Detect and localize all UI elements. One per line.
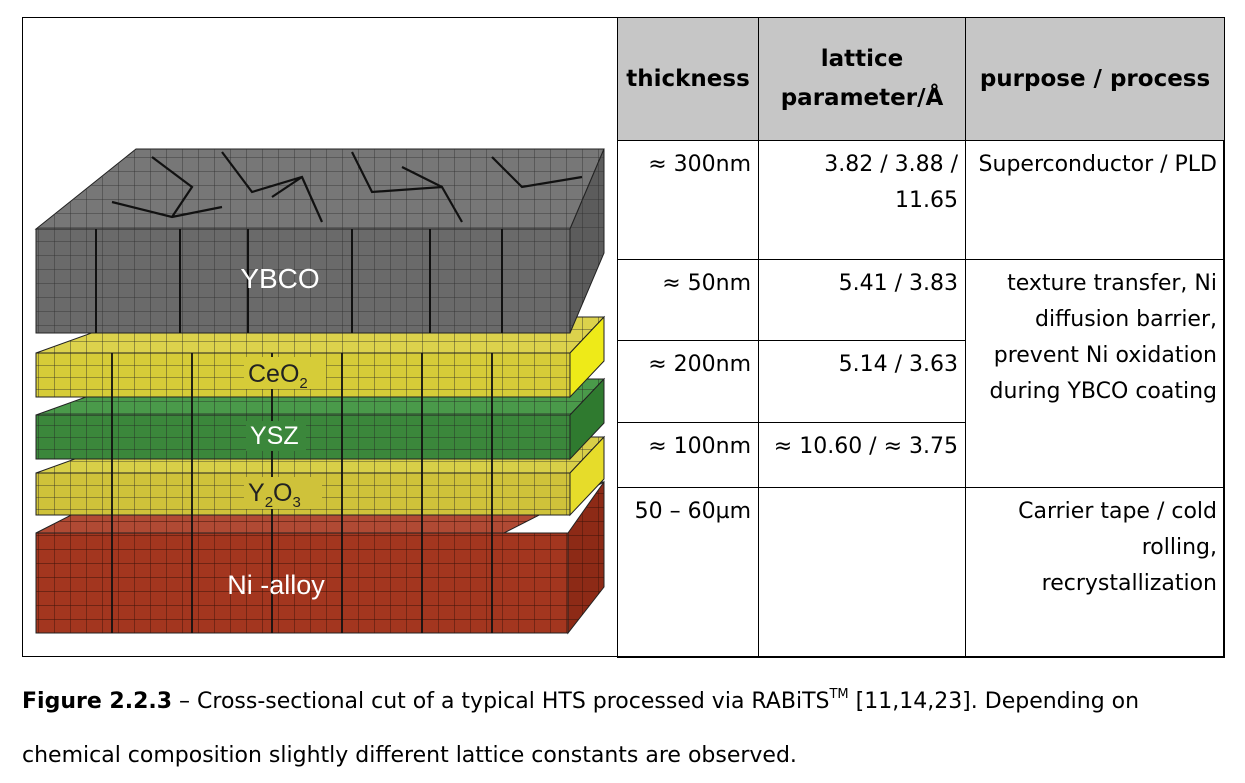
- table-header-row: thickness lattice parameter/Å purpose / …: [617, 17, 1225, 141]
- caption-label: Figure 2.2.3: [22, 689, 173, 714]
- cell-thickness: ≈ 50nm: [617, 259, 759, 341]
- label-ybco: YBCO: [240, 263, 319, 294]
- layer-ybco: [34, 148, 605, 334]
- cell-lattice: 3.82 / 3.88 / 11.65: [758, 140, 966, 260]
- table-row: ≈ 300nm 3.82 / 3.88 / 11.65 Superconduct…: [617, 140, 1225, 260]
- layer-stack-diagram: YBCO CeO2 YSZ Y2O3 Ni -alloy: [34, 148, 606, 635]
- table-row: ≈ 50nm 5.41 / 3.83 texture transfer, Ni …: [617, 259, 1225, 488]
- cell-thickness: ≈ 200nm: [617, 340, 759, 423]
- svg-text:CeO2: CeO2: [248, 360, 308, 392]
- table-row: 50 – 60µm Carrier tape / cold rolling, r…: [617, 487, 1225, 658]
- table-row: ≈ 200nm 5.14 / 3.63: [617, 340, 1225, 423]
- figure-caption: Figure 2.2.3 – Cross-sectional cut of a …: [22, 668, 1232, 783]
- cell-thickness: ≈ 300nm: [617, 140, 759, 260]
- label-ysz: YSZ: [246, 421, 306, 451]
- header-thickness: thickness: [617, 17, 759, 141]
- cell-thickness: 50 – 60µm: [617, 487, 759, 658]
- cell-purpose: texture transfer, Ni diffusion barrier, …: [965, 259, 1225, 488]
- caption-text: – Cross-sectional cut of a typical HTS p…: [172, 689, 830, 714]
- trademark-superscript: TM: [829, 687, 849, 702]
- label-ni-alloy: Ni -alloy: [227, 570, 325, 600]
- table-row: ≈ 100nm ≈ 10.60 / ≈ 3.75: [617, 422, 1225, 488]
- cell-purpose: Carrier tape / cold rolling, recrystalli…: [965, 487, 1225, 658]
- header-lattice: lattice parameter/Å: [758, 17, 966, 141]
- svg-text:Y2O3: Y2O3: [248, 479, 301, 511]
- svg-text:YSZ: YSZ: [250, 422, 299, 450]
- cell-lattice: 5.41 / 3.83: [758, 259, 966, 341]
- cell-purpose: Superconductor / PLD: [965, 140, 1225, 260]
- cell-lattice: 5.14 / 3.63: [758, 340, 966, 423]
- cell-thickness: ≈ 100nm: [617, 422, 759, 488]
- properties-table: thickness lattice parameter/Å purpose / …: [617, 17, 1225, 658]
- label-ceo2: CeO2: [244, 357, 326, 392]
- header-purpose: purpose / process: [965, 17, 1225, 141]
- caption-text-cont: [11,14,23]. Depending on chemical compos…: [22, 689, 1140, 768]
- label-y2o3: Y2O3: [244, 477, 322, 511]
- cell-lattice: [758, 487, 966, 658]
- cell-lattice: ≈ 10.60 / ≈ 3.75: [758, 422, 966, 488]
